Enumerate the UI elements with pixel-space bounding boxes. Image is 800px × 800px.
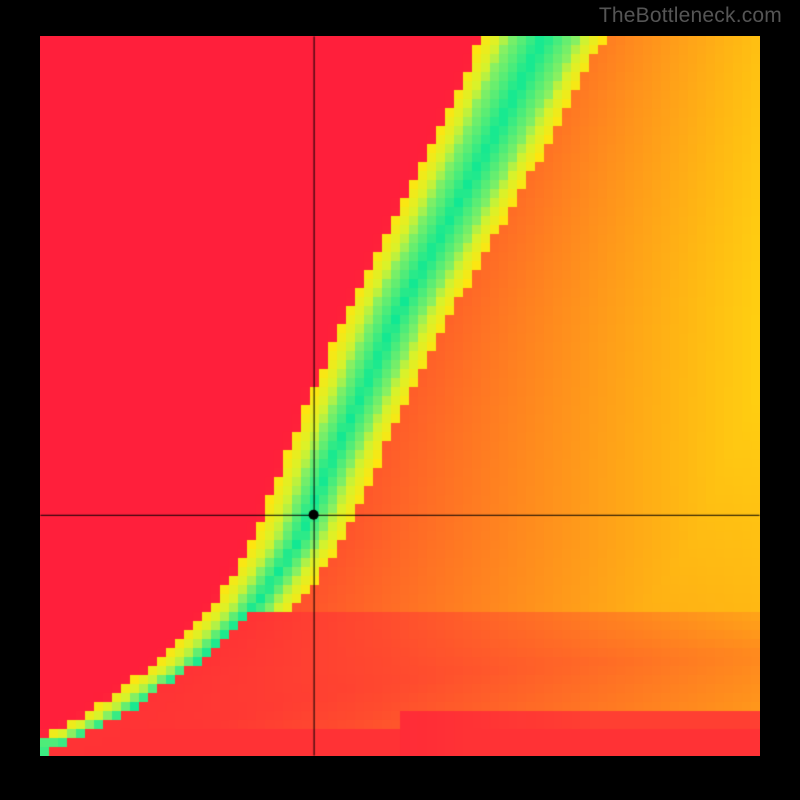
watermark-text: TheBottleneck.com [599,4,782,28]
root: TheBottleneck.com [0,0,800,800]
heatmap-canvas [40,36,760,756]
heatmap-plot [40,36,760,756]
